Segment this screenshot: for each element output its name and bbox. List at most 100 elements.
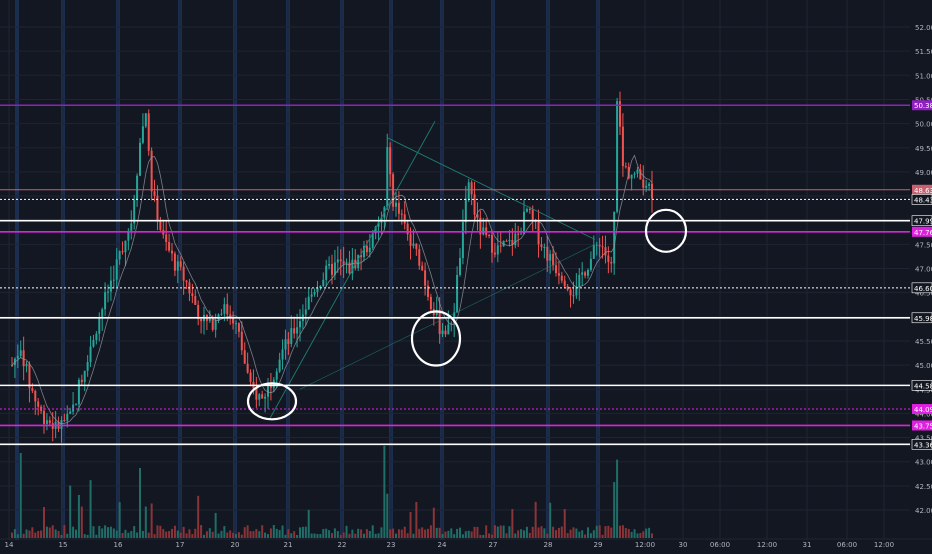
volume-bar: [34, 532, 37, 538]
candle-body: [115, 259, 118, 280]
x-tick-label: 06:00: [837, 541, 857, 549]
candle-body: [304, 309, 307, 315]
candle-body: [363, 245, 365, 258]
volume-bar: [464, 531, 467, 538]
volume-bar: [610, 527, 613, 538]
volume-bar: [592, 530, 595, 538]
candle-body: [371, 233, 374, 248]
x-tick-label: 12:00: [874, 541, 894, 549]
price-level-tag: [911, 282, 932, 294]
candle-body: [444, 330, 447, 335]
candle-body: [22, 350, 25, 367]
volume-bar: [296, 534, 299, 538]
price-level-tag-label: 50.38: [914, 102, 932, 110]
y-tick-label: 42.00: [915, 507, 932, 515]
volume-bar: [269, 528, 272, 538]
candle-body: [83, 370, 86, 383]
candle-body: [645, 185, 648, 188]
volume-bar: [560, 526, 563, 538]
x-tick-label: 17: [176, 541, 185, 549]
candle-body: [499, 245, 502, 247]
candle-body: [211, 318, 214, 330]
volume-bar: [400, 529, 403, 538]
candle-body: [232, 318, 235, 324]
volume-bar: [77, 494, 80, 538]
volume-bar: [613, 482, 616, 538]
volume-bar: [176, 530, 179, 538]
candle-body: [424, 270, 427, 286]
volume-bar: [345, 525, 348, 538]
volume-bar: [444, 531, 447, 538]
candle-body: [98, 317, 101, 334]
candle-body: [613, 211, 616, 264]
volume-bar: [252, 531, 255, 538]
price-level-tag-label: 46.60: [914, 285, 932, 293]
candle-body: [92, 340, 95, 347]
price-level-tag-label: 48.63: [914, 187, 932, 195]
volume-bar: [258, 531, 261, 538]
x-tick-label: 22: [338, 541, 347, 549]
candle-body: [598, 244, 601, 247]
volume-bar: [197, 495, 200, 538]
volume-bar: [624, 528, 627, 538]
volume-bar: [441, 533, 444, 538]
volume-bar: [569, 529, 572, 538]
candle-body: [427, 285, 429, 297]
candle-body: [48, 420, 51, 424]
candle-body: [601, 246, 604, 248]
candle-body: [185, 280, 188, 283]
candle-body: [412, 243, 415, 246]
candle-body: [357, 254, 360, 269]
candle-body: [459, 258, 461, 275]
x-tick-label: 06:00: [710, 541, 730, 549]
candle-body: [220, 313, 223, 315]
candle-body: [141, 126, 144, 143]
y-tick-label: 44.00: [915, 410, 932, 418]
candle-body: [587, 269, 589, 276]
volume-bar: [354, 533, 357, 538]
volume-bar: [517, 530, 520, 538]
volume-bar: [133, 526, 136, 538]
volume-bar: [435, 527, 438, 538]
price-level-tag-label: 44.09: [914, 406, 932, 414]
volume-bar: [424, 529, 427, 538]
candle-body: [607, 255, 610, 262]
price-level-tag: [912, 184, 932, 195]
candle-body: [69, 411, 72, 414]
candle-body: [322, 279, 325, 287]
annotation-circle: [644, 208, 688, 253]
candle-body: [296, 327, 299, 334]
volume-bar: [191, 534, 194, 538]
candle-body: [310, 294, 313, 297]
candle-body: [351, 259, 354, 274]
candle-body: [621, 126, 624, 167]
candle-body: [511, 240, 514, 246]
volume-bar: [243, 527, 246, 538]
y-tick-label: 49.50: [915, 145, 932, 153]
volume-bar: [217, 533, 220, 538]
volume-bar: [581, 530, 584, 538]
volume-bar: [322, 528, 325, 538]
volume-bar: [630, 531, 633, 538]
volume-bar: [63, 525, 66, 538]
price-level-tag-label: 43.75: [914, 422, 932, 430]
volume-bar: [171, 528, 173, 538]
candle-body: [333, 262, 336, 275]
trend-line-lower: [299, 244, 596, 390]
volume-bar: [621, 525, 624, 538]
volume-bar: [60, 534, 63, 538]
candle-body: [258, 394, 261, 400]
volume-bar: [185, 533, 188, 538]
volume-bar: [389, 529, 392, 538]
volume-bar: [165, 531, 168, 538]
volume-bar: [22, 533, 25, 538]
candle-body: [147, 113, 150, 151]
candle-body: [592, 245, 595, 259]
candle-body: [331, 263, 333, 275]
candle-body: [589, 258, 592, 270]
volume-bar: [380, 527, 383, 538]
candle-body: [66, 413, 69, 421]
x-tick-label: 29: [594, 541, 603, 549]
